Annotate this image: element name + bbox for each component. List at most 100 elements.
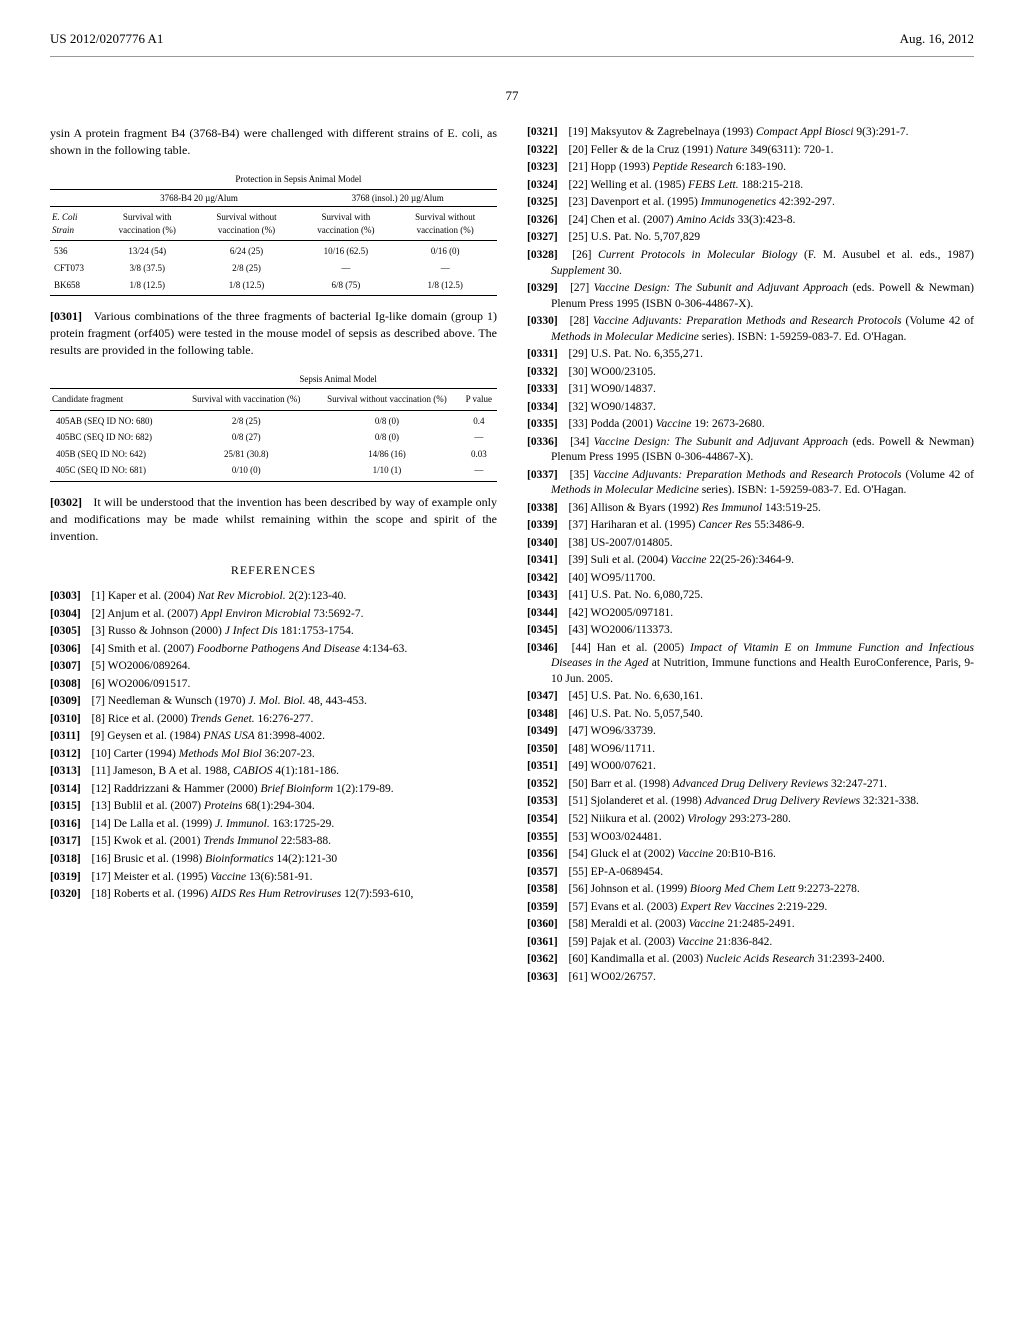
reference-item: [0317] [15] Kwok et al. (2001) Trends Im… bbox=[50, 834, 497, 850]
reference-item: [0363] [61] WO02/26757. bbox=[527, 970, 974, 986]
reference-item: [0322] [20] Feller & de la Cruz (1991) N… bbox=[527, 143, 974, 159]
refs-right: [0321] [19] Maksyutov & Zagrebelnaya (19… bbox=[527, 125, 974, 985]
table2-h2: Survival without vaccination (%) bbox=[313, 389, 461, 411]
ref-num: [0315] bbox=[50, 800, 81, 812]
reference-item: [0311] [9] Geysen et al. (1984) PNAS USA… bbox=[50, 729, 497, 745]
ref-num: [0356] bbox=[527, 848, 558, 860]
table-cell: 405B (SEQ ID NO: 642) bbox=[50, 446, 179, 463]
ref-num: [0341] bbox=[527, 554, 558, 566]
table-cell: 405BC (SEQ ID NO: 682) bbox=[50, 429, 179, 446]
reference-item: [0325] [23] Davenport et al. (1995) Immu… bbox=[527, 195, 974, 211]
reference-item: [0352] [50] Barr et al. (1998) Advanced … bbox=[527, 777, 974, 793]
table-cell: 14/86 (16) bbox=[313, 446, 461, 463]
table-cell: 2/8 (25) bbox=[179, 410, 313, 429]
ref-num: [0309] bbox=[50, 695, 81, 707]
reference-item: [0353] [51] Sjolanderet et al. (1998) Ad… bbox=[527, 794, 974, 810]
reference-item: [0330] [28] Vaccine Adjuvants: Preparati… bbox=[527, 314, 974, 345]
table1-h3: Survival with vaccination (%) bbox=[298, 207, 393, 241]
reference-item: [0351] [49] WO00/07621. bbox=[527, 759, 974, 775]
reference-item: [0342] [40] WO95/11700. bbox=[527, 571, 974, 587]
table-cell: 1/8 (12.5) bbox=[100, 277, 195, 296]
ref-num: [0328] bbox=[527, 249, 558, 261]
page-header: US 2012/0207776 A1 Aug. 16, 2012 bbox=[50, 30, 974, 57]
ref-num: [0350] bbox=[527, 743, 558, 755]
ref-num: [0335] bbox=[527, 418, 558, 430]
ref-num: [0308] bbox=[50, 678, 81, 690]
reference-item: [0316] [14] De Lalla et al. (1999) J. Im… bbox=[50, 817, 497, 833]
reference-item: [0345] [43] WO2006/113373. bbox=[527, 623, 974, 639]
reference-item: [0358] [56] Johnson et al. (1999) Bioorg… bbox=[527, 882, 974, 898]
reference-item: [0327] [25] U.S. Pat. No. 5,707,829 bbox=[527, 230, 974, 246]
table2-body: 405AB (SEQ ID NO: 680)2/8 (25)0/8 (0)0.4… bbox=[50, 410, 497, 481]
reference-item: [0326] [24] Chen et al. (2007) Amino Aci… bbox=[527, 213, 974, 229]
reference-item: [0341] [39] Suli et al. (2004) Vaccine 2… bbox=[527, 553, 974, 569]
ref-num: [0355] bbox=[527, 831, 558, 843]
ref-num: [0340] bbox=[527, 537, 558, 549]
reference-item: [0314] [12] Raddrizzani & Hammer (2000) … bbox=[50, 782, 497, 798]
reference-item: [0343] [41] U.S. Pat. No. 6,080,725. bbox=[527, 588, 974, 604]
refs-left: [0303] [1] Kaper et al. (2004) Nat Rev M… bbox=[50, 589, 497, 902]
ref-num: [0330] bbox=[527, 315, 558, 327]
reference-item: [0313] [11] Jameson, B A et al. 1988, CA… bbox=[50, 764, 497, 780]
page-number: 77 bbox=[50, 87, 974, 105]
reference-item: [0337] [35] Vaccine Adjuvants: Preparati… bbox=[527, 468, 974, 499]
left-column: ysin A protein fragment B4 (3768-B4) wer… bbox=[50, 125, 497, 987]
table-cell: 13/24 (54) bbox=[100, 241, 195, 260]
header-right: Aug. 16, 2012 bbox=[900, 30, 974, 48]
table-cell: 1/8 (12.5) bbox=[195, 277, 299, 296]
table-cell: 536 bbox=[50, 241, 100, 260]
reference-item: [0346] [44] Han et al. (2005) Impact of … bbox=[527, 641, 974, 688]
reference-item: [0361] [59] Pajak et al. (2003) Vaccine … bbox=[527, 935, 974, 951]
table1-title: Protection in Sepsis Animal Model bbox=[100, 171, 497, 189]
table1-h0: E. Coli Strain bbox=[50, 207, 100, 241]
ref-num: [0313] bbox=[50, 765, 81, 777]
reference-item: [0323] [21] Hopp (1993) Peptide Research… bbox=[527, 160, 974, 176]
table-cell: 0/10 (0) bbox=[179, 462, 313, 481]
reference-item: [0354] [52] Niikura et al. (2002) Virolo… bbox=[527, 812, 974, 828]
table-cell: 0.4 bbox=[461, 410, 497, 429]
table-cell: BK658 bbox=[50, 277, 100, 296]
ref-num: [0323] bbox=[527, 161, 558, 173]
table-row: 405C (SEQ ID NO: 681)0/10 (0)1/10 (1)— bbox=[50, 462, 497, 481]
table-cell: 6/8 (75) bbox=[298, 277, 393, 296]
reference-item: [0305] [3] Russo & Johnson (2000) J Infe… bbox=[50, 624, 497, 640]
ref-num: [0317] bbox=[50, 835, 81, 847]
table2-h1: Survival with vaccination (%) bbox=[179, 389, 313, 411]
ref-num: [0321] bbox=[527, 126, 558, 138]
reference-item: [0310] [8] Rice et al. (2000) Trends Gen… bbox=[50, 712, 497, 728]
table-row: 53613/24 (54)6/24 (25)10/16 (62.5)0/16 (… bbox=[50, 241, 497, 260]
ref-num: [0314] bbox=[50, 783, 81, 795]
ref-num: [0345] bbox=[527, 624, 558, 636]
ref-num: [0337] bbox=[527, 469, 558, 481]
ref-num: [0332] bbox=[527, 366, 558, 378]
ref-num: [0357] bbox=[527, 866, 558, 878]
content-columns: ysin A protein fragment B4 (3768-B4) wer… bbox=[50, 125, 974, 987]
ref-num: [0352] bbox=[527, 778, 558, 790]
table1-h4: Survival without vaccination (%) bbox=[393, 207, 497, 241]
ref-num: [0353] bbox=[527, 795, 558, 807]
reference-item: [0360] [58] Meraldi et al. (2003) Vaccin… bbox=[527, 917, 974, 933]
reference-item: [0356] [54] Gluck el at (2002) Vaccine 2… bbox=[527, 847, 974, 863]
table1-group2: 3768 (insol.) 20 µg/Alum bbox=[298, 189, 497, 207]
table-cell: 0.03 bbox=[461, 446, 497, 463]
intro-para: ysin A protein fragment B4 (3768-B4) wer… bbox=[50, 125, 497, 159]
ref-num: [0310] bbox=[50, 713, 81, 725]
table-row: CFT0733/8 (37.5)2/8 (25)—— bbox=[50, 260, 497, 277]
ref-num: [0351] bbox=[527, 760, 558, 772]
table-cell: 0/16 (0) bbox=[393, 241, 497, 260]
table-cell: — bbox=[461, 429, 497, 446]
ref-num: [0348] bbox=[527, 708, 558, 720]
ref-num: [0336] bbox=[527, 436, 558, 448]
table1-h2: Survival without vaccination (%) bbox=[195, 207, 299, 241]
reference-item: [0347] [45] U.S. Pat. No. 6,630,161. bbox=[527, 689, 974, 705]
ref-num: [0358] bbox=[527, 883, 558, 895]
ref-num: [0324] bbox=[527, 179, 558, 191]
table-cell: 6/24 (25) bbox=[195, 241, 299, 260]
reference-item: [0306] [4] Smith et al. (2007) Foodborne… bbox=[50, 642, 497, 658]
para-0301-text: Various combinations of the three fragme… bbox=[50, 309, 497, 357]
ref-num: [0359] bbox=[527, 901, 558, 913]
ref-num: [0307] bbox=[50, 660, 81, 672]
reference-item: [0362] [60] Kandimalla et al. (2003) Nuc… bbox=[527, 952, 974, 968]
table-cell: 0/8 (0) bbox=[313, 429, 461, 446]
reference-item: [0320] [18] Roberts et al. (1996) AIDS R… bbox=[50, 887, 497, 903]
